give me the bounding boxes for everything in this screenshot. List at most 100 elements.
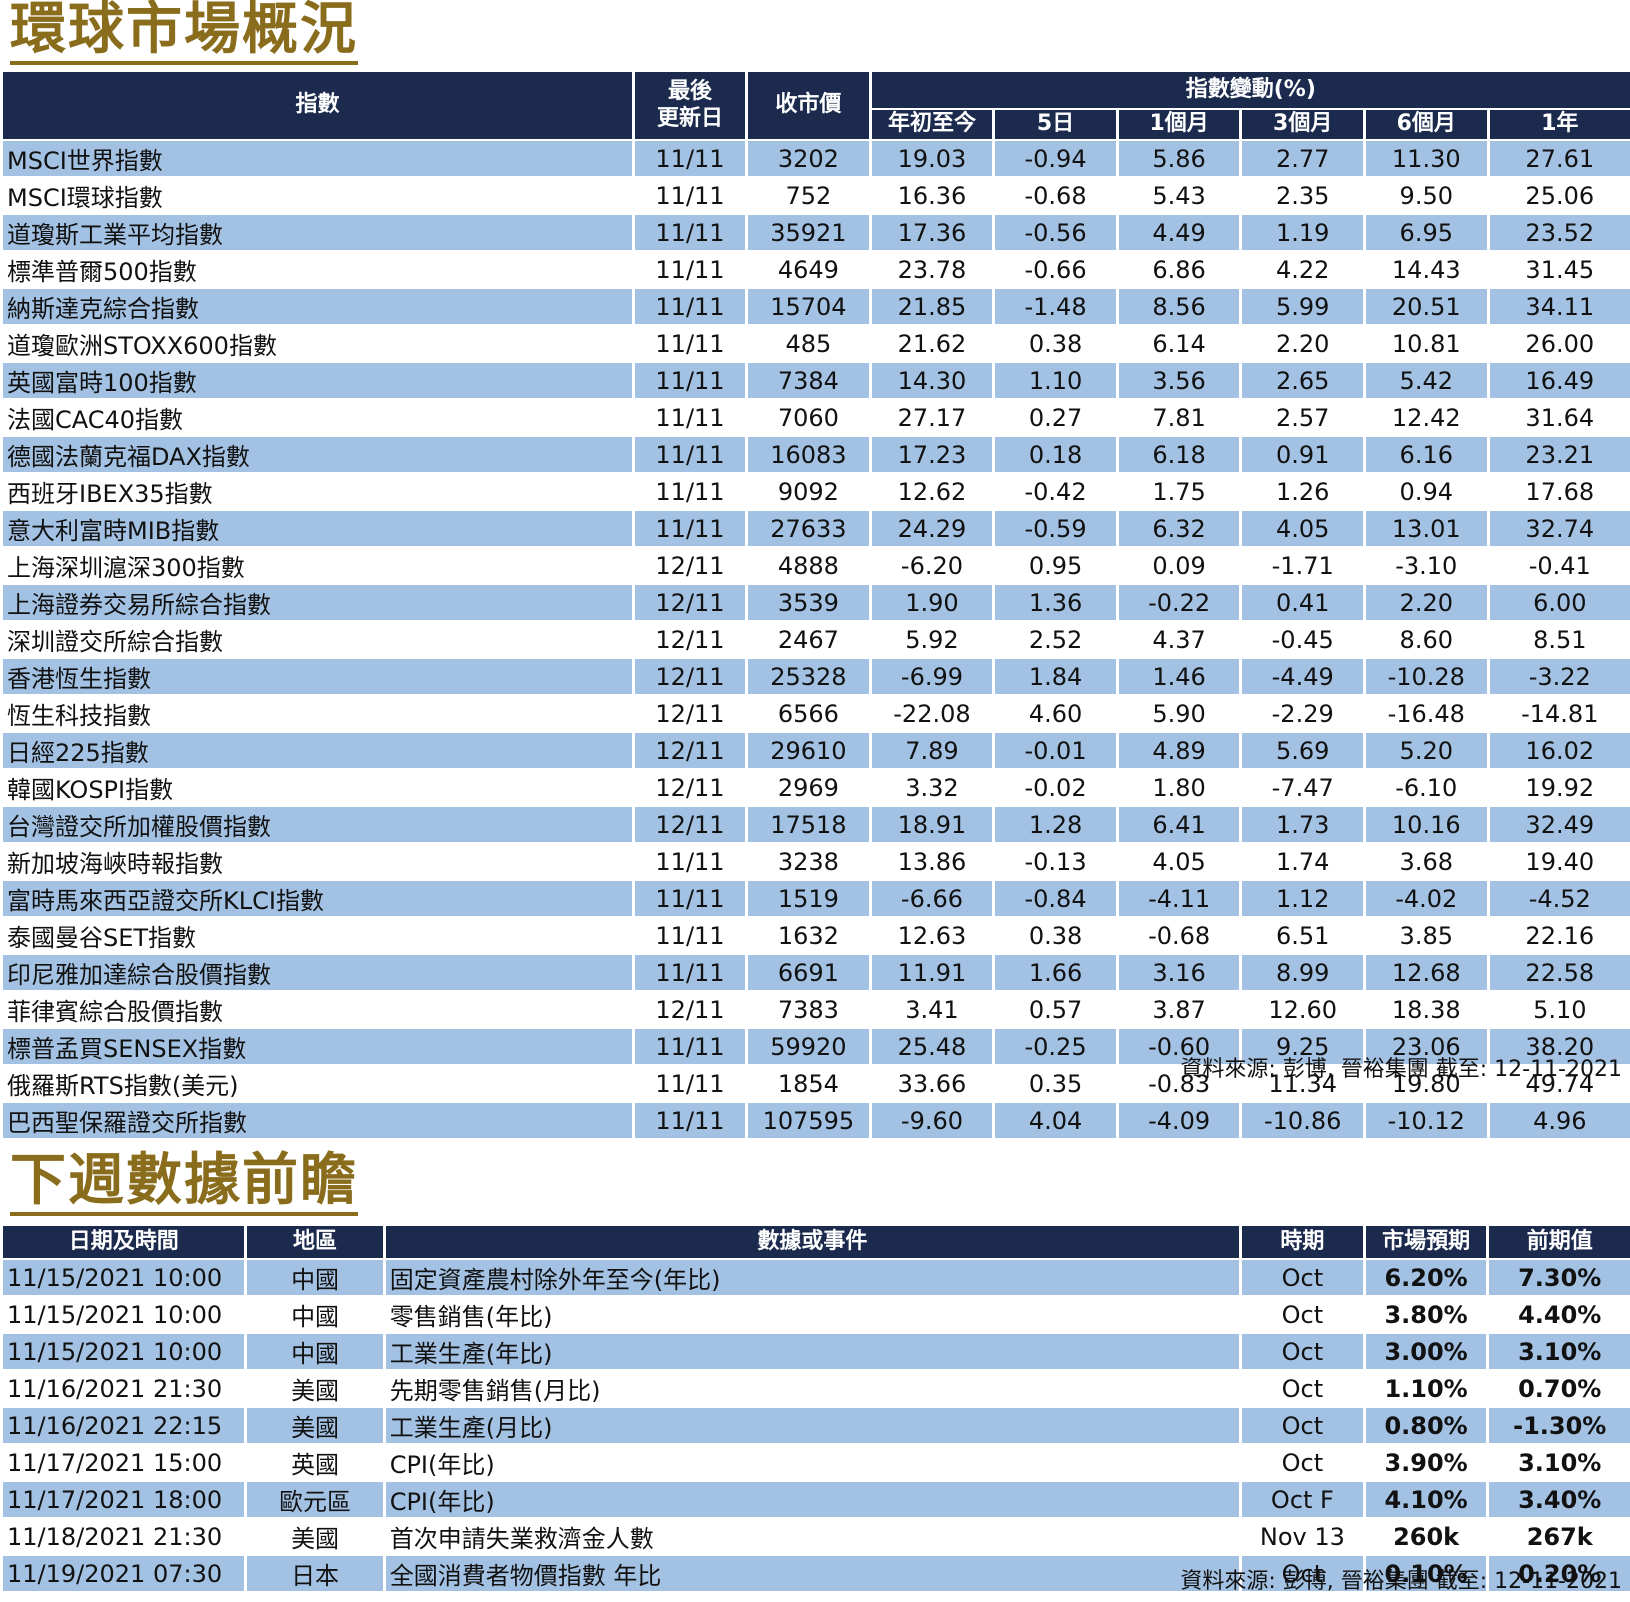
change-6m-cell: 9.50: [1399, 181, 1453, 210]
datetime-cell: 11/15/2021 10:00: [7, 1300, 223, 1329]
period-cell: Oct F: [1242, 1482, 1363, 1517]
close-price-cell: 2969: [777, 773, 839, 802]
change-1m-cell: 3.16: [1118, 955, 1240, 990]
calendar-table-body: 11/15/2021 10:00 中國 固定資產農村除外年至今(年比) Oct 6.20…: [3, 1260, 1630, 1591]
ytd-change-cell: 3.32: [905, 773, 959, 802]
change-3m-cell: 6.51: [1275, 921, 1330, 950]
header-event: 數據或事件: [385, 1226, 1240, 1258]
market-table-header: 指數 最後 更新日 收市價 指數變動(%) 年初至今 5日 1個月 3個月 6個…: [3, 72, 1630, 139]
close-price-cell: 29610: [748, 733, 869, 768]
change-1y-cell: 27.61: [1489, 141, 1630, 176]
last-update-cell: 12/11: [634, 585, 746, 620]
previous-cell: 0.20%: [1489, 1556, 1630, 1591]
change-5d-cell: 1.66: [995, 955, 1116, 990]
table-row: 巴西聖保羅證交所指數 11/11 107595 -9.60 4.04 -4.09 -10.8…: [3, 1103, 1630, 1138]
close-price-cell: 59920: [748, 1029, 869, 1064]
change-5d-cell: -0.13: [1024, 847, 1087, 876]
ytd-change-cell: -6.66: [871, 881, 993, 916]
last-update-cell: 12/11: [634, 733, 746, 768]
change-1m-cell: 7.81: [1152, 403, 1206, 432]
change-5d-cell: 1.84: [995, 659, 1116, 694]
change-1m-cell: 4.49: [1118, 215, 1240, 250]
change-6m-cell: 20.51: [1365, 289, 1487, 324]
change-3m-cell: 4.05: [1242, 511, 1363, 546]
change-3m-cell: 2.35: [1275, 181, 1330, 210]
economic-calendar-table: 日期及時間 地區 數據或事件 時期 市場預期 前期值 11/15/2021 10…: [0, 1224, 1630, 1593]
close-price-cell: 15704: [748, 289, 869, 324]
header-period: 時期: [1242, 1226, 1363, 1258]
ytd-change-cell: 12.63: [897, 921, 967, 950]
change-6m-cell: 11.30: [1365, 141, 1487, 176]
table-row: 印尼雅加達綜合股價指數 11/11 6691 11.91 1.66 3.16 8.99 12.…: [3, 955, 1630, 990]
change-3m-cell: 0.41: [1242, 585, 1363, 620]
previous-cell: 3.40%: [1489, 1482, 1630, 1517]
forecast-cell: 4.10%: [1365, 1482, 1487, 1517]
change-1y-cell: 19.40: [1525, 847, 1595, 876]
table-row: 上海證券交易所綜合指數 12/11 3539 1.90 1.36 -0.22 0.41 2.2…: [3, 585, 1630, 620]
index-name-cell: 英國富時100指數: [3, 363, 632, 398]
table-row: 11/15/2021 10:00 中國 工業生產(年比) Oct 3.00% 3.10%: [3, 1334, 1630, 1369]
change-3m-cell: 8.99: [1242, 955, 1363, 990]
index-name-cell: 道瓊斯工業平均指數: [3, 215, 632, 250]
change-3m-cell: 2.77: [1242, 141, 1363, 176]
change-6m-cell: 5.20: [1365, 733, 1487, 768]
last-update-cell: 11/11: [655, 847, 725, 876]
event-cell: 工業生產(年比): [385, 1334, 1240, 1369]
last-update-cell: 11/11: [655, 255, 725, 284]
change-3m-cell: 1.12: [1242, 881, 1363, 916]
change-1m-cell: 5.90: [1152, 699, 1206, 728]
close-price-cell: 1519: [748, 881, 869, 916]
change-1m-cell: 5.43: [1152, 181, 1206, 210]
change-3m-cell: 0.91: [1242, 437, 1363, 472]
change-1m-cell: -4.11: [1118, 881, 1240, 916]
close-price-cell: 4649: [777, 255, 839, 284]
last-update-cell: 11/11: [634, 363, 746, 398]
change-5d-cell: 0.57: [1028, 995, 1083, 1024]
change-6m-cell: 10.16: [1365, 807, 1487, 842]
change-5d-cell: 0.38: [1028, 329, 1083, 358]
change-6m-cell: 19.80: [1391, 1069, 1461, 1098]
last-update-cell: 12/11: [655, 773, 725, 802]
change-5d-cell: -0.25: [995, 1029, 1116, 1064]
change-1y-cell: -14.81: [1521, 699, 1599, 728]
change-1m-cell: -0.22: [1118, 585, 1240, 620]
period-cell: Oct: [1242, 1556, 1363, 1591]
change-1y-cell: 5.10: [1533, 995, 1587, 1024]
forecast-cell: 0.10%: [1365, 1556, 1487, 1591]
event-cell: 首次申請失業救濟金人數: [389, 1525, 654, 1553]
change-5d-cell: -0.68: [1024, 181, 1087, 210]
header-1m: 1個月: [1118, 110, 1240, 139]
change-1m-cell: 4.05: [1152, 847, 1206, 876]
table-row: MSCI環球指數 11/11 752 16.36 -0.68 5.43 2.35 9.50 25…: [3, 178, 1630, 213]
change-3m-cell: 1.74: [1275, 847, 1330, 876]
ytd-change-cell: 17.23: [871, 437, 993, 472]
change-3m-cell: 1.19: [1242, 215, 1363, 250]
table-row: 台灣證交所加權股價指數 12/11 17518 18.91 1.28 6.41 1.73 10…: [3, 807, 1630, 842]
change-5d-cell: 2.52: [1028, 625, 1083, 654]
table-row: 11/15/2021 10:00 中國 零售銷售(年比) Oct 3.80% 4.40%: [3, 1297, 1630, 1332]
header-5d: 5日: [995, 110, 1116, 139]
change-5d-cell: -0.42: [1024, 477, 1087, 506]
last-update-cell: 12/11: [655, 995, 725, 1024]
last-update-cell: 12/11: [634, 807, 746, 842]
index-name-cell: 意大利富時MIB指數: [3, 511, 632, 546]
table-row: 上海深圳滬深300指數 12/11 4888 -6.20 0.95 0.09 -1.71 -3…: [3, 548, 1630, 583]
change-1m-cell: 6.32: [1118, 511, 1240, 546]
change-1y-cell: 23.21: [1489, 437, 1630, 472]
calendar-table-header: 日期及時間 地區 數據或事件 時期 市場預期 前期值: [3, 1226, 1630, 1258]
change-1m-cell: -0.83: [1148, 1069, 1211, 1098]
market-overview-title: 環球市場概況: [10, 2, 358, 65]
close-price-cell: 17518: [748, 807, 869, 842]
previous-cell: 0.70%: [1518, 1374, 1602, 1403]
change-1m-cell: 1.80: [1152, 773, 1206, 802]
change-5d-cell: 0.95: [1028, 551, 1083, 580]
change-6m-cell: 6.95: [1365, 215, 1487, 250]
table-row: 標普孟買SENSEX指數 11/11 59920 25.48 -0.25 -0.60 9.2…: [3, 1029, 1630, 1064]
ytd-change-cell: 14.30: [871, 363, 993, 398]
change-6m-cell: 5.42: [1365, 363, 1487, 398]
change-3m-cell: 5.99: [1242, 289, 1363, 324]
table-row: 11/17/2021 15:00 英國 CPI(年比) Oct 3.90% 3.10%: [3, 1445, 1630, 1480]
close-price-cell: 2467: [777, 625, 839, 654]
index-name-cell: 標準普爾500指數: [7, 258, 197, 286]
change-6m-cell: 14.43: [1391, 255, 1461, 284]
